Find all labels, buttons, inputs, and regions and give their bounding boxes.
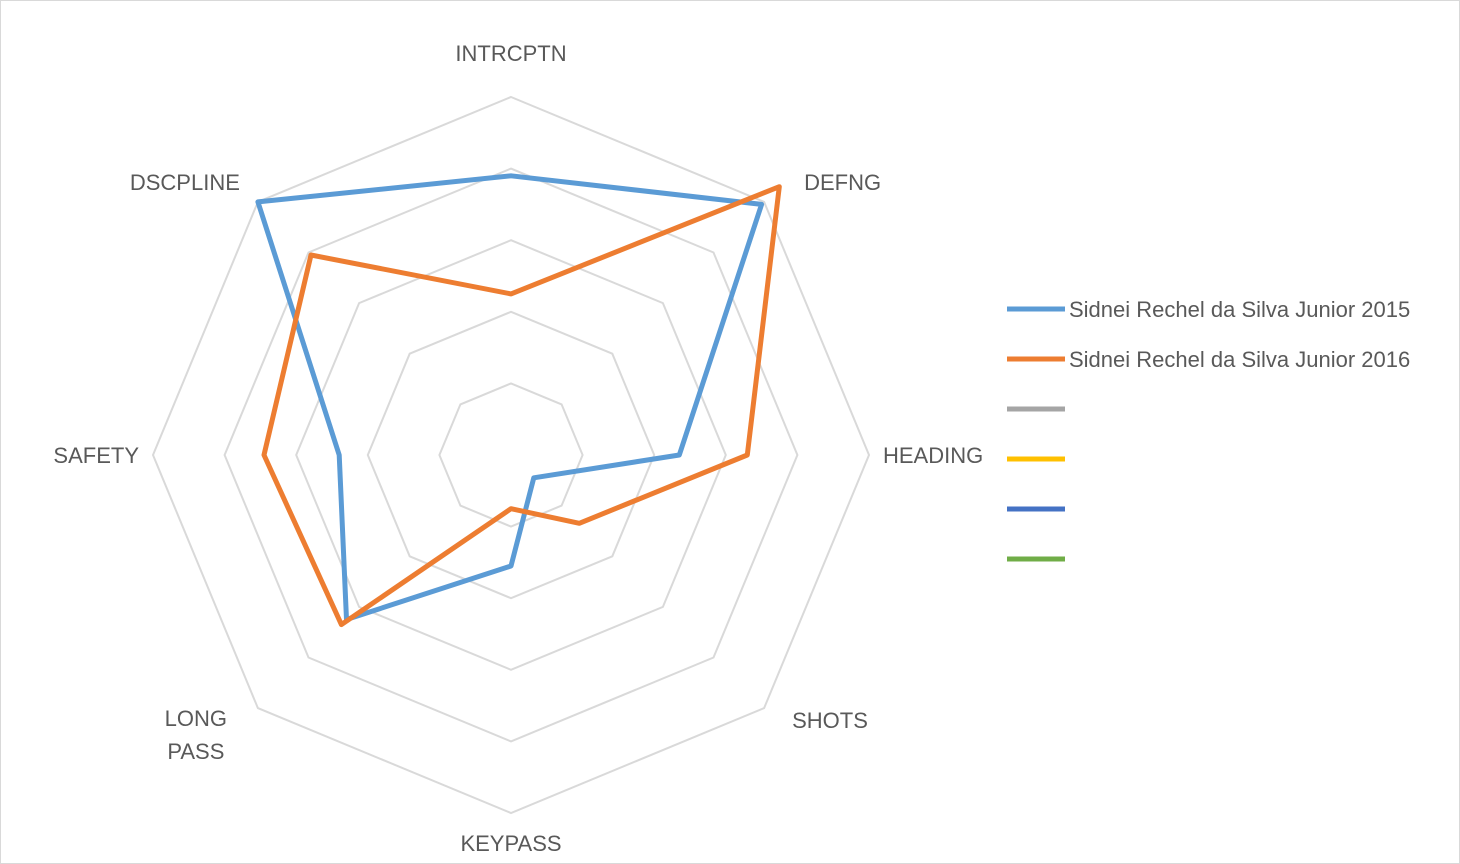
grid-ring — [366, 310, 656, 600]
grid-ring — [295, 239, 727, 671]
axis-label-defng: DEFNG — [804, 170, 881, 195]
axis-label-dscpline: DSCPLINE — [130, 170, 240, 195]
axis-label-keypass: KEYPASS — [460, 831, 561, 856]
radar-grid — [151, 95, 871, 815]
series-line-1 — [255, 173, 765, 622]
legend-label: Sidnei Rechel da Silva Junior 2016 — [1069, 347, 1410, 372]
legend-item: Sidnei Rechel da Silva Junior 2016 — [1007, 347, 1410, 372]
axis-label-long-pass: LONG PASS — [165, 706, 227, 764]
grid-ring — [223, 167, 799, 743]
grid-ring — [438, 382, 584, 528]
grid-ring — [151, 95, 871, 815]
axis-label-heading: HEADING — [883, 443, 983, 468]
legend-label: Sidnei Rechel da Silva Junior 2015 — [1069, 297, 1410, 322]
axis-label-safety: SAFETY — [53, 443, 139, 468]
axis-label-shots: SHOTS — [792, 708, 868, 733]
series-line-2 — [261, 184, 782, 628]
legend-item: Sidnei Rechel da Silva Junior 2015 — [1007, 297, 1410, 322]
axis-label-intrcptn: INTRCPTN — [455, 41, 566, 66]
